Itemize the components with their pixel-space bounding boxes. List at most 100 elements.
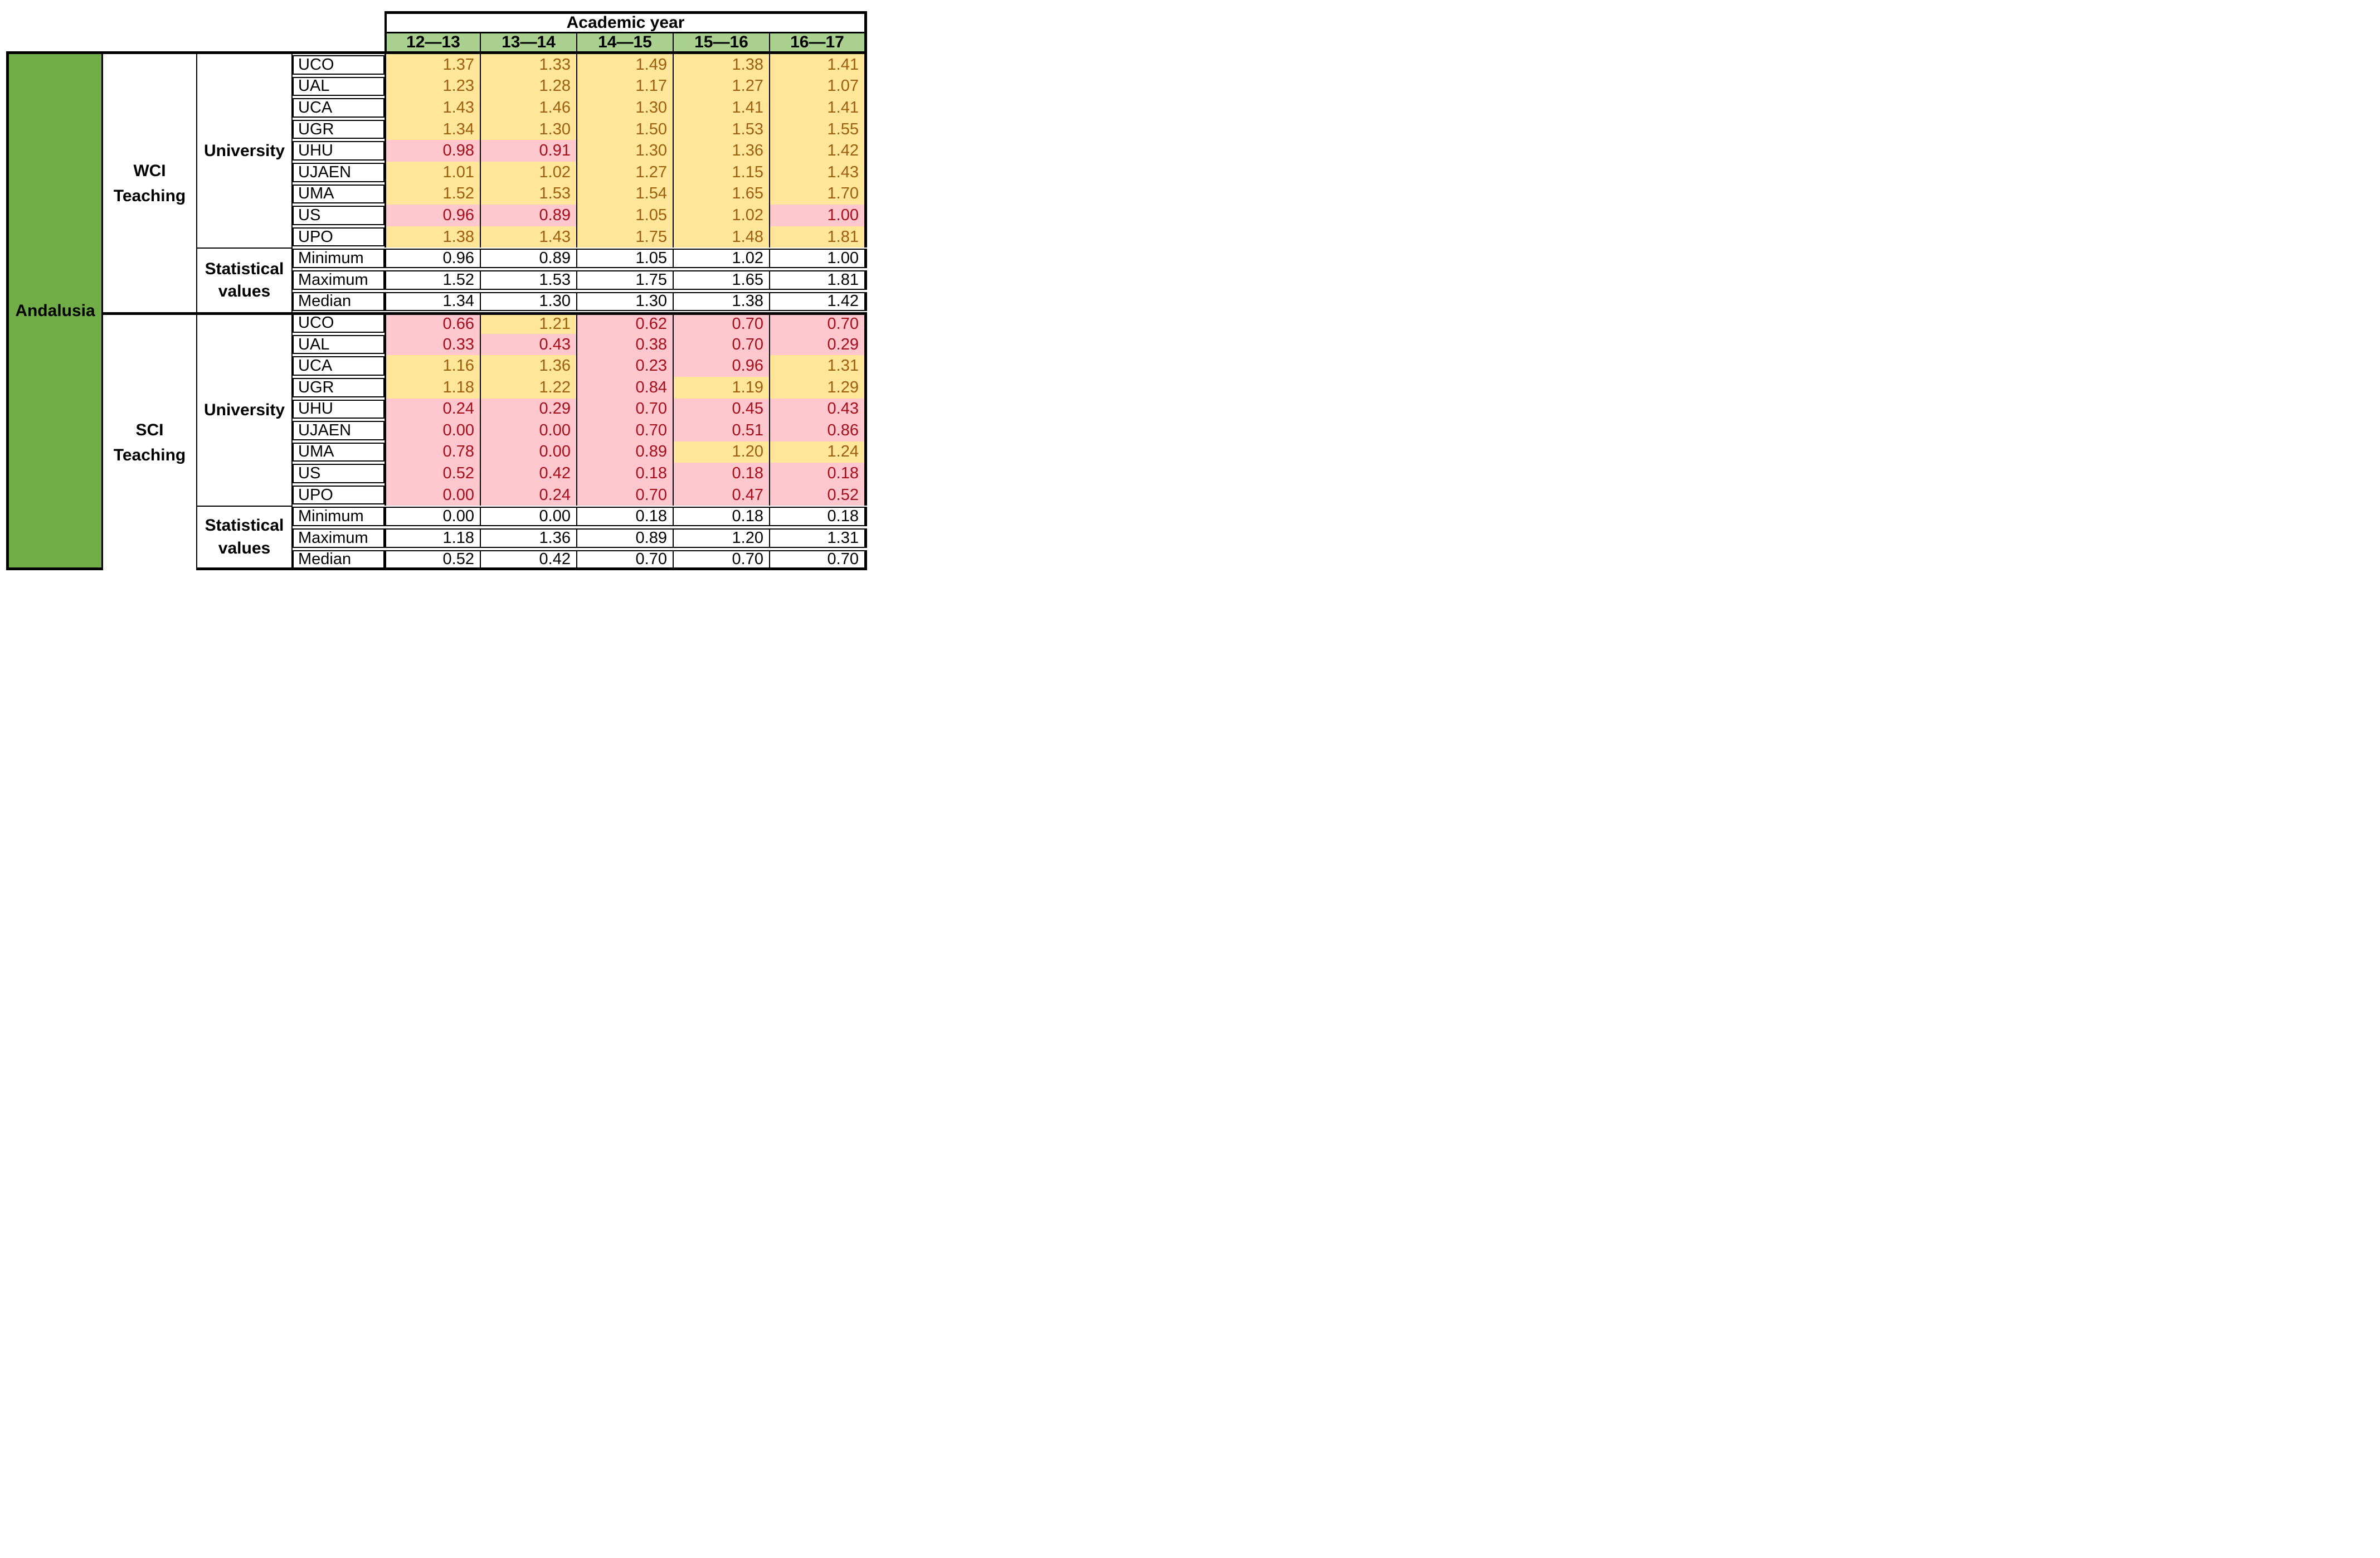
stat-value-cell: 1.05 (577, 249, 674, 268)
stat-name-cell: Median (293, 550, 385, 571)
value-cell: 0.96 (385, 205, 481, 226)
value-cell: 1.81 (770, 226, 867, 248)
section-label-line2: Teaching (113, 186, 186, 205)
university-name-cell: UAL (293, 76, 385, 96)
university-name-cell: US (293, 206, 385, 225)
section-label-sci-teaching: SCI Teaching (103, 312, 197, 571)
value-cell: 1.28 (481, 75, 577, 98)
stat-value-cell: 0.96 (385, 249, 481, 268)
section-label-line1: SCI (135, 421, 164, 440)
value-cell: 1.43 (770, 161, 867, 183)
value-cell: 1.16 (385, 355, 481, 377)
row-group-label-statistical-values-wci: Statistical values (197, 247, 293, 313)
stat-value-cell: 1.53 (481, 270, 577, 290)
university-name-cell: UGR (293, 119, 385, 139)
value-cell: 0.51 (674, 420, 770, 441)
value-cell: 1.53 (674, 118, 770, 140)
value-cell: 0.18 (674, 463, 770, 484)
row-group-label-university-wci: University (197, 54, 293, 248)
value-cell: 0.86 (770, 420, 867, 441)
university-name-cell: UCO (293, 312, 385, 333)
stat-name-cell: Maximum (293, 270, 385, 290)
value-cell: 1.49 (577, 54, 674, 76)
value-cell: 0.96 (674, 355, 770, 377)
stat-name-cell: Minimum (293, 507, 385, 527)
value-cell: 0.43 (481, 333, 577, 356)
value-cell: 0.52 (385, 463, 481, 484)
university-name-cell: UMA (293, 442, 385, 462)
value-cell: 1.38 (385, 226, 481, 248)
stat-value-cell: 1.36 (481, 528, 577, 548)
university-name-cell: UHU (293, 141, 385, 161)
stat-name-cell: Minimum (293, 249, 385, 268)
value-cell: 1.43 (385, 97, 481, 119)
value-cell: 1.07 (770, 75, 867, 98)
academic-year-header: Academic year (385, 11, 867, 33)
value-cell: 1.31 (770, 355, 867, 377)
year-col-header-15-16: 15—16 (674, 33, 770, 54)
stat-value-cell: 0.89 (481, 249, 577, 268)
university-name-cell: UJAEN (293, 162, 385, 182)
stat-value-cell: 0.70 (577, 550, 674, 571)
stat-value-cell: 1.02 (674, 249, 770, 268)
value-cell: 0.91 (481, 140, 577, 162)
value-cell: 1.01 (385, 161, 481, 183)
stat-value-cell: 0.89 (577, 528, 674, 548)
value-cell: 0.24 (481, 484, 577, 506)
stats-label-line2: values (218, 538, 271, 557)
value-cell: 0.38 (577, 333, 674, 356)
row-group-label-university-sci: University (197, 312, 293, 506)
value-cell: 1.17 (577, 75, 674, 98)
value-cell: 0.42 (481, 463, 577, 484)
value-cell: 1.05 (577, 205, 674, 226)
value-cell: 0.66 (385, 312, 481, 334)
year-col-header-13-14: 13—14 (481, 33, 577, 54)
value-cell: 1.36 (674, 140, 770, 162)
table-screenshot: { "header": { "title": "Academic year", … (0, 0, 874, 572)
stat-value-cell: 1.00 (770, 249, 867, 268)
stat-value-cell: 1.31 (770, 528, 867, 548)
university-name-cell: UGR (293, 377, 385, 397)
value-cell: 1.30 (577, 140, 674, 162)
stat-value-cell: 1.42 (770, 292, 867, 312)
value-cell: 1.70 (770, 183, 867, 205)
value-cell: 0.47 (674, 484, 770, 506)
value-cell: 0.89 (577, 441, 674, 463)
stat-value-cell: 0.00 (385, 507, 481, 527)
value-cell: 0.70 (674, 333, 770, 356)
value-cell: 1.50 (577, 118, 674, 140)
section-label-line1: WCI (133, 161, 166, 180)
region-label-andalusia: Andalusia (6, 54, 103, 571)
value-cell: 0.70 (577, 398, 674, 420)
stat-value-cell: 0.42 (481, 550, 577, 571)
stat-value-cell: 0.00 (481, 507, 577, 527)
year-col-header-16-17: 16—17 (770, 33, 867, 54)
stats-label-line1: Statistical (205, 259, 284, 278)
value-cell: 1.36 (481, 355, 577, 377)
university-name-cell: UHU (293, 399, 385, 419)
stats-label-line2: values (218, 282, 271, 301)
indicator-table: Academic year 12—13 13—14 14—15 15—16 16… (6, 11, 867, 571)
section-label-line2: Teaching (113, 446, 186, 465)
university-name-cell: UMA (293, 184, 385, 204)
stat-value-cell: 1.38 (674, 292, 770, 312)
value-cell: 0.18 (577, 463, 674, 484)
stat-value-cell: 0.70 (674, 550, 770, 571)
year-col-header-12-13: 12—13 (385, 33, 481, 54)
value-cell: 0.43 (770, 398, 867, 420)
value-cell: 0.24 (385, 398, 481, 420)
stat-value-cell: 1.75 (577, 270, 674, 290)
value-cell: 0.23 (577, 355, 674, 377)
stat-value-cell: 1.20 (674, 528, 770, 548)
value-cell: 0.00 (385, 420, 481, 441)
value-cell: 0.45 (674, 398, 770, 420)
value-cell: 0.62 (577, 312, 674, 334)
value-cell: 1.02 (674, 205, 770, 226)
university-name-cell: UCA (293, 356, 385, 376)
university-name-cell: UCA (293, 98, 385, 118)
value-cell: 1.54 (577, 183, 674, 205)
value-cell: 1.41 (674, 97, 770, 119)
value-cell: 1.42 (770, 140, 867, 162)
value-cell: 1.55 (770, 118, 867, 140)
value-cell: 1.20 (674, 441, 770, 463)
